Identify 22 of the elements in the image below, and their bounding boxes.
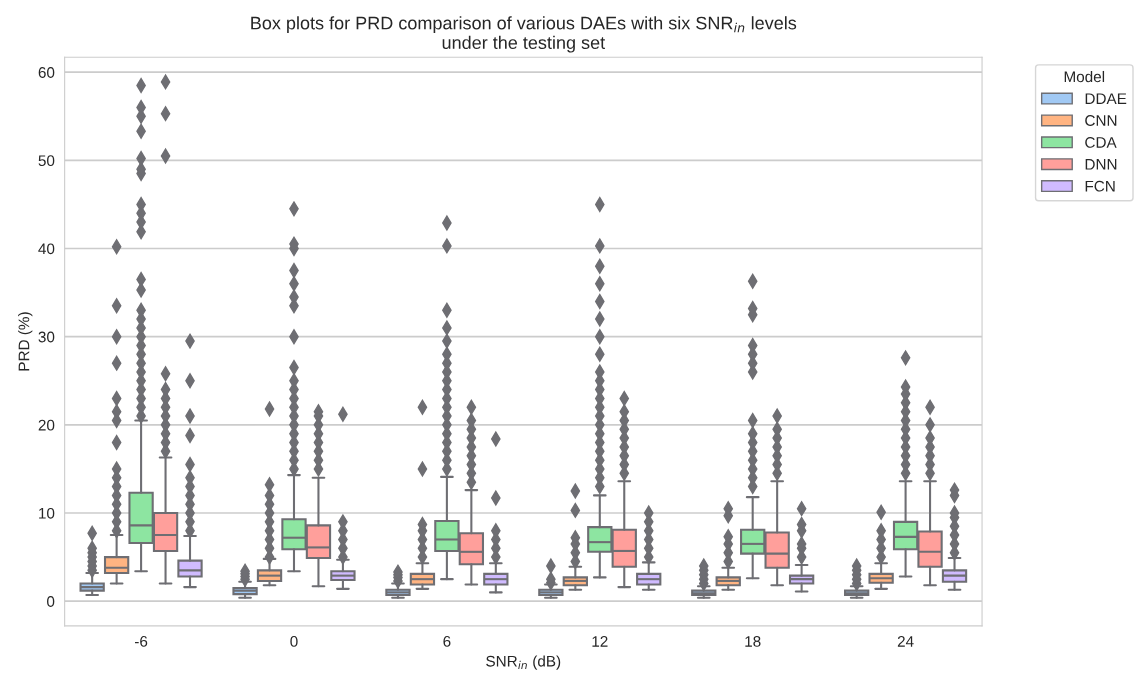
x-tick-label: 12: [592, 636, 608, 647]
y-tick-label: 0: [47, 596, 55, 607]
y-tick-label: 20: [38, 419, 55, 431]
y-tick-label: 50: [38, 155, 55, 167]
x-tick-label: 6: [443, 636, 451, 647]
legend-label: DDAE: [1085, 93, 1127, 104]
x-tick-label: 18: [745, 636, 761, 647]
y-tick-label: 30: [38, 331, 55, 343]
y-axis-title: PRD (%): [18, 312, 33, 371]
chart-title: Box plots for PRD comparison of various DAEs with six SNR$_{in}$ levels under the testing set: [251, 16, 797, 53]
x-axis-title: SNR$_{in}$ (dB): [486, 655, 561, 670]
legend-label: DNN: [1085, 159, 1117, 170]
legend-label: CDA: [1085, 137, 1117, 148]
legend-title: Model: [1064, 70, 1105, 83]
y-tick-label: 40: [38, 243, 55, 255]
legend-label: FCN: [1085, 180, 1115, 192]
x-tick-label: 0: [290, 636, 298, 647]
legend-label: CNN: [1085, 115, 1117, 126]
x-tick-label: 24: [897, 636, 914, 647]
y-tick-label: 60: [38, 67, 55, 78]
y-tick-label: 10: [39, 507, 55, 519]
x-tick-label: -6: [134, 636, 148, 647]
